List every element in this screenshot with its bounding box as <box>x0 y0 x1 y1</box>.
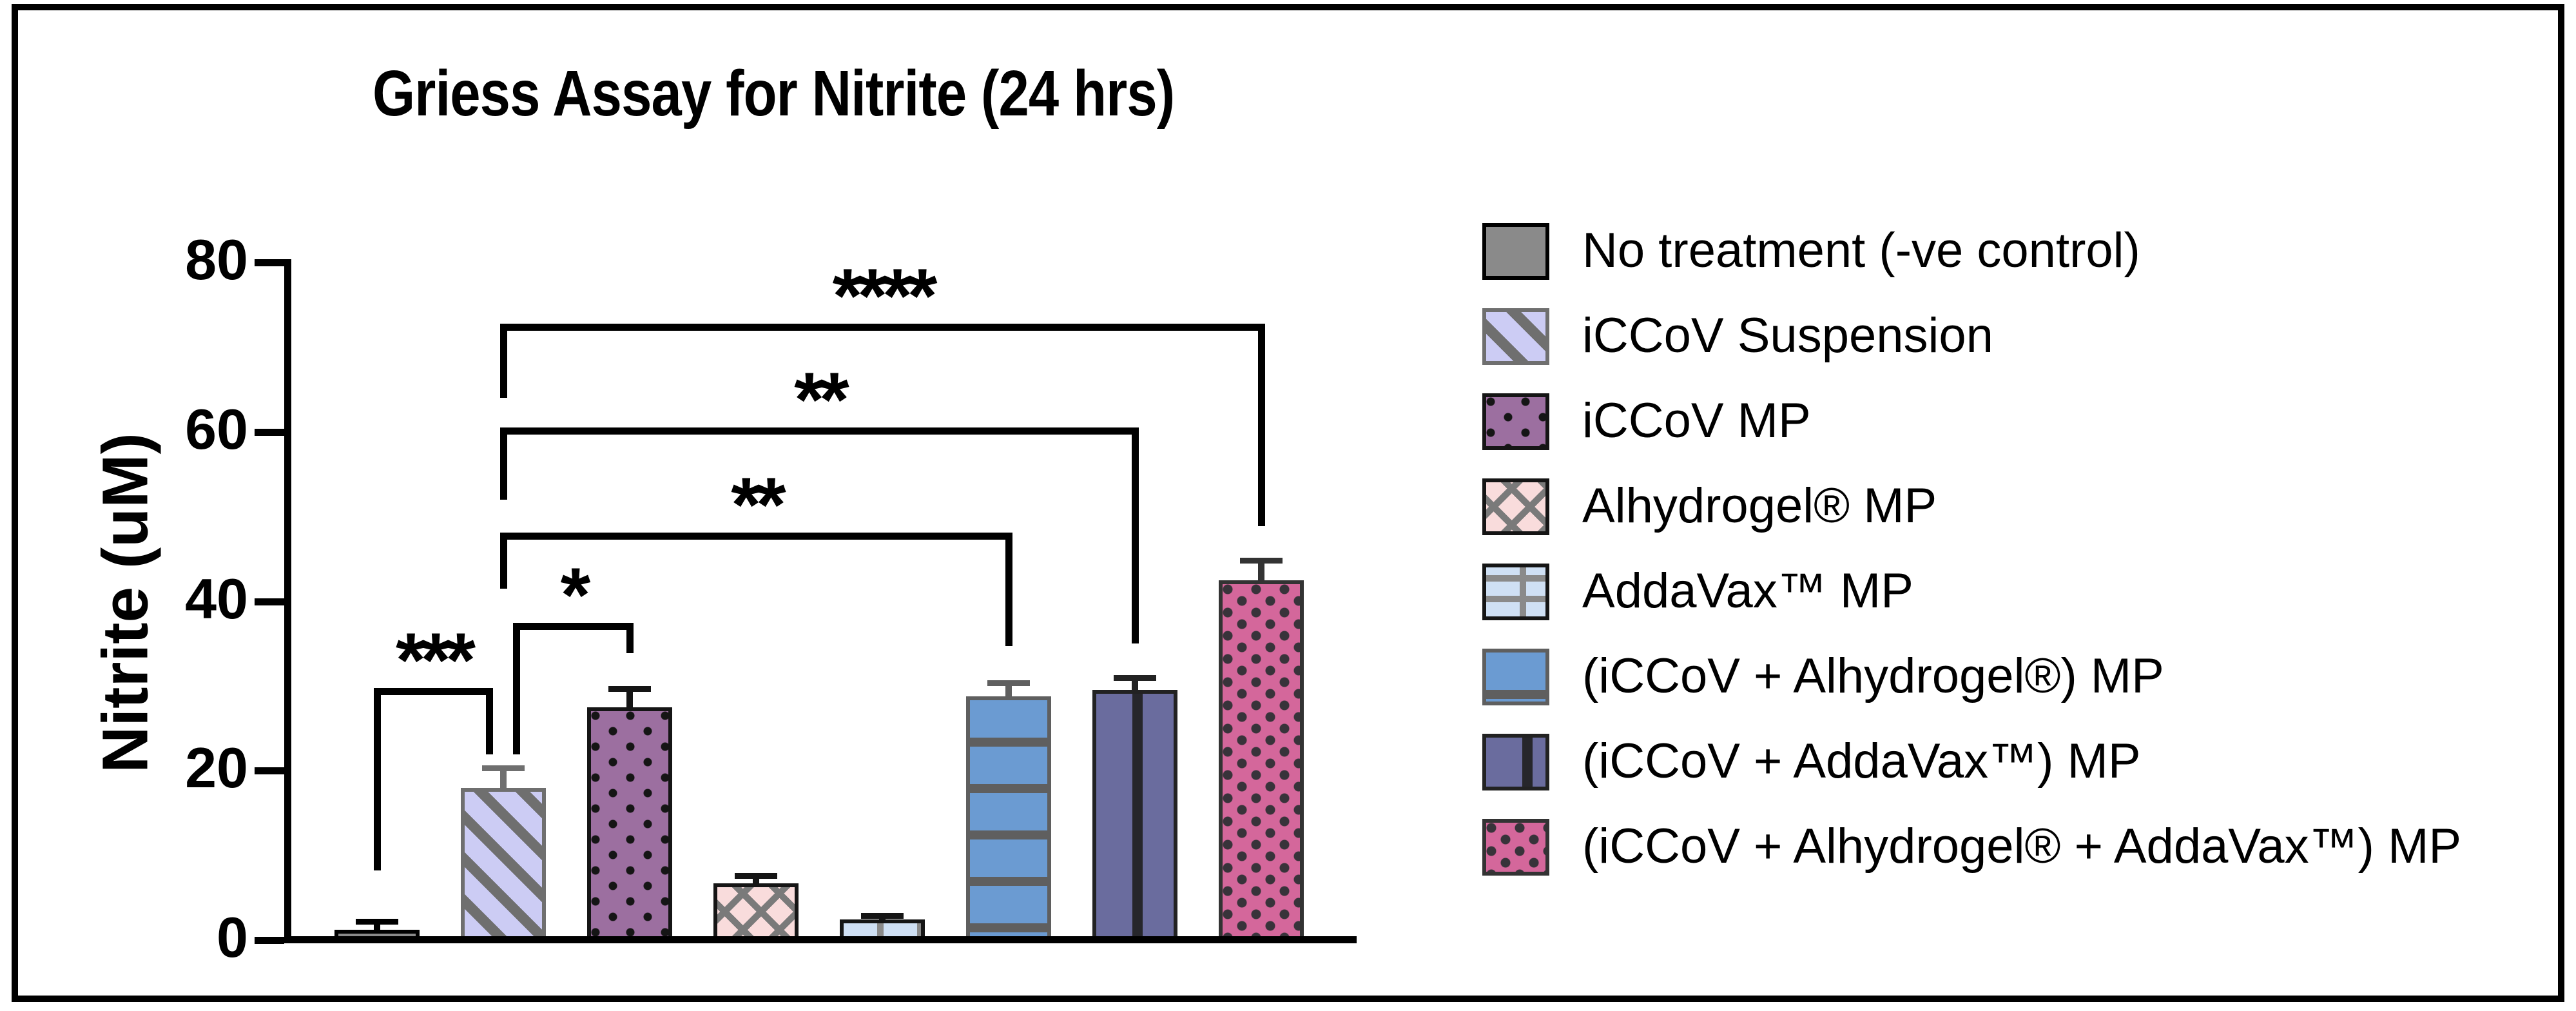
error-bar-stem <box>1132 678 1138 691</box>
bar <box>1092 690 1177 940</box>
legend-swatch <box>1482 564 1549 620</box>
significance-bracket <box>500 533 1012 540</box>
significance-bracket <box>374 688 381 870</box>
legend-swatch <box>1482 478 1549 535</box>
y-axis-line <box>284 259 291 943</box>
legend-label: (iCCoV + Alhydrogel®) MP <box>1582 648 2164 703</box>
error-bar-cap <box>356 919 398 925</box>
error-bar-cap <box>482 765 525 771</box>
error-bar-stem <box>1005 683 1012 698</box>
tick-mark <box>255 937 284 944</box>
tick-label: 80 <box>185 227 248 291</box>
significance-stars: ** <box>794 357 849 443</box>
significance-bracket <box>500 324 507 398</box>
significance-bracket <box>626 623 634 653</box>
legend-label: Alhydrogel® MP <box>1582 478 1937 533</box>
tick-label: 20 <box>185 735 248 800</box>
bar <box>587 707 672 940</box>
legend-label: iCCoV Suspension <box>1582 308 1993 363</box>
error-bar-stem <box>500 768 507 789</box>
tick-mark <box>255 598 284 605</box>
legend-label: (iCCoV + AddaVax™) MP <box>1582 733 2141 789</box>
legend-swatch <box>1482 393 1549 450</box>
bar <box>1219 580 1304 940</box>
significance-stars: * <box>560 552 591 638</box>
error-bar-stem <box>1258 560 1264 582</box>
significance-stars: *** <box>395 617 476 703</box>
tick-label: 40 <box>185 566 248 631</box>
legend-label: (iCCoV + Alhydrogel® + AddaVax™) MP <box>1582 818 2462 874</box>
tick-label: 0 <box>217 905 248 969</box>
legend-label: iCCoV MP <box>1582 393 1811 448</box>
significance-bracket <box>500 533 507 589</box>
figure-frame <box>12 4 2564 1002</box>
bar <box>461 788 546 940</box>
tick-mark <box>255 767 284 774</box>
error-bar-stem <box>626 689 633 709</box>
chart-title: Griess Assay for Nitrite (24 hrs) <box>373 57 1175 130</box>
tick-mark <box>255 259 284 266</box>
legend-label: AddaVax™ MP <box>1582 563 1913 618</box>
significance-bracket <box>513 623 520 754</box>
significance-bracket <box>1005 533 1012 646</box>
significance-bracket <box>1132 427 1139 643</box>
significance-stars: ** <box>731 462 786 548</box>
error-bar-cap <box>608 686 651 692</box>
error-bar-cap <box>1240 558 1283 564</box>
legend-swatch <box>1482 819 1549 876</box>
bar <box>713 883 799 940</box>
error-bar-cap <box>1114 675 1156 681</box>
significance-bracket <box>513 623 634 630</box>
legend-swatch <box>1482 734 1549 790</box>
error-bar-stem <box>374 921 380 931</box>
error-bar-cap <box>861 913 904 919</box>
x-axis-line <box>284 936 1357 943</box>
tick-mark <box>255 429 284 436</box>
legend-swatch <box>1482 308 1549 365</box>
significance-bracket <box>500 324 1265 331</box>
significance-bracket <box>486 688 493 754</box>
significance-stars: **** <box>832 253 938 339</box>
significance-bracket <box>1258 324 1265 526</box>
legend-swatch <box>1482 649 1549 705</box>
error-bar-stem <box>753 876 759 885</box>
error-bar-cap <box>735 873 777 879</box>
tick-label: 60 <box>185 397 248 461</box>
significance-bracket <box>500 427 1139 435</box>
significance-bracket <box>374 688 493 695</box>
error-bar-cap <box>987 680 1030 686</box>
significance-bracket <box>500 427 507 500</box>
legend-label: No treatment (-ve control) <box>1582 222 2140 278</box>
bar <box>966 696 1051 940</box>
legend-swatch <box>1482 223 1549 280</box>
